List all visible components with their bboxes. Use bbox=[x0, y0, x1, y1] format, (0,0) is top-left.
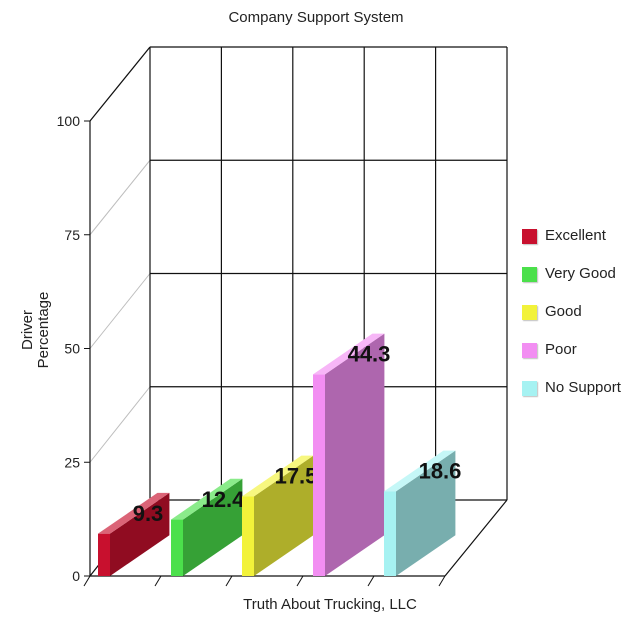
legend-label-good: Good bbox=[545, 303, 582, 320]
y-tick-label: 100 bbox=[57, 113, 81, 129]
bar-side-excellent bbox=[110, 492, 170, 576]
legend-swatch-good bbox=[522, 305, 537, 320]
legend-label-no-support: No Support bbox=[545, 379, 621, 396]
legend-swatch-excellent bbox=[522, 229, 537, 244]
legend-label-poor: Poor bbox=[545, 341, 577, 358]
gridline-side bbox=[89, 159, 151, 236]
bar-top-excellent bbox=[98, 492, 170, 534]
data-label-excellent: 9.3 bbox=[133, 501, 164, 526]
bar-side-no-support bbox=[396, 450, 456, 576]
legend-label-very-good: Very Good bbox=[545, 265, 616, 282]
bar-top-very-good bbox=[171, 478, 243, 520]
floor-right-edge bbox=[444, 499, 508, 577]
gridline-side bbox=[89, 386, 151, 463]
legend-swatch-no-support bbox=[522, 381, 537, 396]
gridline-side bbox=[89, 273, 151, 349]
bar-side-poor bbox=[325, 333, 385, 576]
chart-title: Company Support System bbox=[228, 9, 404, 26]
top-edge bbox=[89, 46, 151, 122]
bar-front-excellent bbox=[98, 533, 110, 576]
data-label-no-support: 18.6 bbox=[419, 459, 462, 484]
data-label-good: 17.5 bbox=[275, 464, 318, 489]
bar-front-poor bbox=[313, 374, 325, 576]
x-tick bbox=[367, 575, 375, 587]
bar-side-good bbox=[254, 455, 314, 576]
bar-top-poor bbox=[313, 333, 385, 375]
legend-label-excellent: Excellent bbox=[545, 227, 606, 244]
x-axis-label: Truth About Trucking, LLC bbox=[243, 596, 417, 613]
data-label-very-good: 12.4 bbox=[202, 487, 246, 512]
x-tick bbox=[438, 575, 446, 587]
x-tick bbox=[225, 575, 233, 587]
legend-swatch-very-good bbox=[522, 267, 537, 282]
x-tick bbox=[154, 575, 162, 587]
bar-top-good bbox=[242, 455, 314, 497]
y-tick-label: 50 bbox=[64, 341, 80, 357]
y-tick-label: 0 bbox=[72, 568, 80, 584]
bar-top-no-support bbox=[384, 450, 456, 492]
bar-side-very-good bbox=[183, 478, 243, 576]
x-tick bbox=[83, 575, 91, 587]
bar-front-good bbox=[242, 496, 254, 576]
data-label-poor: 44.3 bbox=[348, 342, 391, 367]
bar-front-no-support bbox=[384, 491, 396, 576]
y-tick-label: 25 bbox=[64, 454, 80, 470]
y-tick-label: 75 bbox=[64, 227, 80, 243]
bar-front-very-good bbox=[171, 519, 183, 576]
legend-swatch-poor bbox=[522, 343, 537, 358]
x-tick bbox=[296, 575, 304, 587]
